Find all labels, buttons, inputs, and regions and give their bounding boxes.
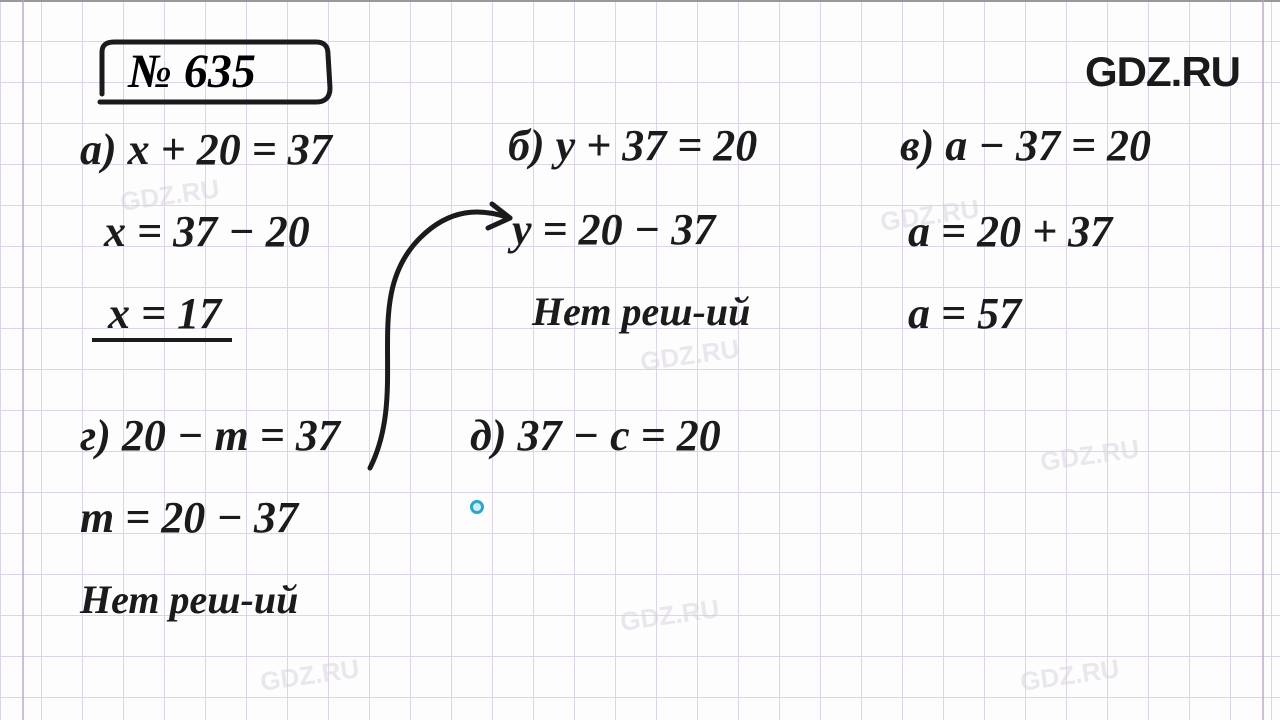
top-border [0,0,1280,2]
answer-underline [92,338,232,342]
exercise-number: № 635 [128,44,256,99]
site-logo: GDZ.RU [1085,48,1240,96]
problem-v-line1: в) a − 37 = 20 [900,124,1151,168]
problem-b-line1: б) y + 37 = 20 [508,124,757,168]
left-margin-line [22,0,24,720]
problem-b-line2: y = 20 − 37 [512,208,715,252]
problem-b-line3: Нет реш-ий [532,292,750,332]
right-margin-line [1262,0,1264,720]
problem-d-line1: д) 37 − c = 20 [470,414,721,458]
problem-a-line2: x = 37 − 20 [104,210,310,254]
problem-g-line2: m = 20 − 37 [80,496,298,540]
problem-v-line3: a = 57 [908,292,1021,336]
problem-v-line2: a = 20 + 37 [908,210,1112,254]
problem-a-line3: x = 17 [108,292,221,336]
problem-g-line3: Нет реш-ий [80,580,298,620]
exercise-number-box: № 635 [100,38,340,104]
problem-g-line1: г) 20 − m = 37 [80,414,340,458]
problem-a-line1: а) x + 20 = 37 [80,128,332,172]
cursor-dot-icon [470,500,484,514]
